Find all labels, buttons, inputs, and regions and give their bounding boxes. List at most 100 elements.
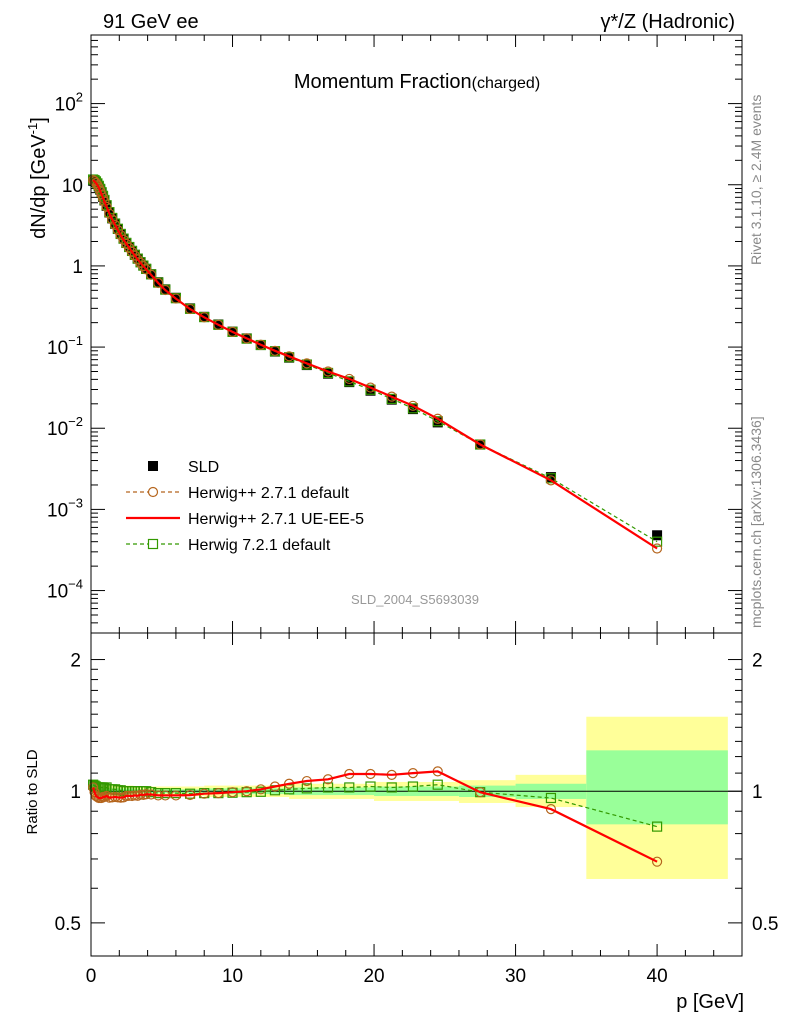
main-series-sld-point <box>432 417 443 428</box>
main-y-tick-label: 10−3 <box>47 495 83 521</box>
main-y-tick-label-exp: −4 <box>68 577 83 592</box>
main-series-sld-point <box>344 377 355 388</box>
main-series-herwig-2-7-1-default-point <box>101 201 112 212</box>
main-y-tick-label-exp: 2 <box>76 90 83 105</box>
chart-title: Momentum Fraction(charged) <box>294 71 540 93</box>
main-series-sld-point <box>323 368 334 379</box>
main-y-tick-label-base: 10 <box>47 582 68 603</box>
main-y-tick-label-base: 10 <box>47 338 68 359</box>
main-series-herwig-2-7-1-default-point <box>386 391 397 402</box>
y-axis-label-main-sup: -1 <box>25 123 40 135</box>
main-series-herwig-2-7-1-default-point <box>107 214 118 225</box>
legend-marker <box>147 538 159 550</box>
y-axis-label-main: dN/dp [GeV-1] <box>25 117 50 239</box>
ratio-plot-frame <box>90 632 743 957</box>
main-series-sld-point <box>407 404 418 415</box>
main-y-tick-label: 10−2 <box>47 414 83 440</box>
main-series-herwig-2-7-1-default-point <box>132 254 143 265</box>
main-y-tick-label-base: 10 <box>47 419 68 440</box>
watermark: SLD_2004_S5693039 <box>351 592 479 607</box>
ratio-y-tick-label-right: 0.5 <box>752 914 778 935</box>
main-series-herwig-2-7-1-default-point <box>475 439 486 450</box>
main-series-herwig-2-7-1-default-point <box>269 345 281 356</box>
legend-item-herwig-2-7-1-default: Herwig++ 2.7.1 default <box>126 485 350 502</box>
main-series-herwig-7-2-1-default-line <box>92 178 658 543</box>
ratio-series-herwig-7-2-1-default-point <box>651 821 663 832</box>
main-series-herwig-2-7-1-default-point <box>170 293 182 304</box>
x-tick-label: 30 <box>505 966 526 987</box>
main-series-sld-point <box>365 385 376 396</box>
main-series-herwig-2-7-1-default-point <box>146 269 157 280</box>
ratio-series-herwig-7-2-1-default-point <box>386 782 397 793</box>
x-axis-label: p [GeV] <box>676 991 744 1013</box>
main-series-herwig-2-7-1-default-point <box>184 303 196 315</box>
ratio-series-herwig-2-7-1-ue-ee-5-line <box>92 770 658 863</box>
main-series-herwig-7-2-1-default-point <box>651 536 663 547</box>
main-series-herwig-2-7-1-default-point <box>545 475 557 486</box>
main-y-tick-label: 10−1 <box>47 333 83 359</box>
x-tick-label: 20 <box>363 966 384 987</box>
header-left: 91 GeV ee <box>103 11 199 33</box>
main-series-herwig-2-7-1-default-point <box>322 366 334 377</box>
y-axis-label-main-end: ] <box>28 117 50 123</box>
main-series-herwig-2-7-1-default-point <box>227 326 238 337</box>
main-series-sld-point <box>386 394 397 405</box>
ratio-plot-series <box>88 766 663 867</box>
header-right: γ*/Z (Hadronic) <box>601 11 735 33</box>
ratio-series-herwig-7-2-1-default-point <box>344 782 355 793</box>
ratio-series-herwig-7-2-1-default-point <box>255 786 266 797</box>
legend-label: SLD <box>188 459 219 476</box>
x-tick-label: 0 <box>86 966 97 987</box>
main-y-tick-label-exp: −1 <box>68 333 83 348</box>
main-series-herwig-2-7-1-default-point <box>138 261 149 272</box>
legend-marker <box>148 461 158 471</box>
band-stat-7 <box>586 750 728 825</box>
main-series-herwig-2-7-1-default-point <box>92 180 103 191</box>
main-series-herwig-2-7-1-default-point <box>135 257 146 268</box>
ratio-series-herwig-7-2-1-default-point <box>407 781 419 792</box>
main-series-herwig-2-7-1-default-point <box>407 400 419 411</box>
main-series-herwig-2-7-1-default-point <box>255 339 266 350</box>
x-tick-label: 10 <box>222 966 243 987</box>
main-y-tick-label-base: 10 <box>47 500 68 521</box>
main-series-herwig-2-7-1-default-point <box>284 351 295 362</box>
legend-item-sld: SLD <box>148 459 219 476</box>
main-series-herwig-2-7-1-ue-ee-5-line <box>92 179 658 550</box>
main-series-herwig-2-7-1-default-point <box>432 413 443 424</box>
main-series-herwig-2-7-1-default-point <box>241 333 252 344</box>
main-series-herwig-2-7-1-default-point <box>651 543 663 554</box>
legend-item-herwig-2-7-1-ue-ee-5: Herwig++ 2.7.1 UE-EE-5 <box>126 511 364 528</box>
ratio-series-herwig-2-7-1-default-point <box>651 856 663 867</box>
chart-title-suffix: (charged) <box>472 75 540 92</box>
main-series-herwig-2-7-1-default-point <box>365 382 376 393</box>
legend: SLD Herwig++ 2.7.1 default Herwig++ 2.7.1 … <box>126 459 364 554</box>
main-series-sld-point <box>652 530 663 541</box>
main-y-tick-label-base: 10 <box>55 95 76 116</box>
y-axis-label-ratio: Ratio to SLD <box>24 749 41 834</box>
chart-title-main: Momentum Fraction <box>294 71 472 93</box>
ratio-series-herwig-7-2-1-default-point <box>545 792 557 804</box>
ratio-series-herwig-7-2-1-default-point <box>365 781 376 792</box>
main-series-herwig-2-7-1-default-point <box>99 196 110 207</box>
ratio-y-tick-label-right: 1 <box>752 782 763 803</box>
main-series-herwig-2-7-1-default-point <box>112 225 123 236</box>
main-series-herwig-2-7-1-default-point <box>104 208 115 219</box>
main-y-tick-label: 102 <box>55 90 83 116</box>
main-y-tick-label-exp: −2 <box>68 414 83 429</box>
legend-item-herwig-7-2-1-default: Herwig 7.2.1 default <box>126 537 331 554</box>
main-series-herwig-2-7-1-default-point <box>160 284 171 296</box>
legend-label: Herwig++ 2.7.1 UE-EE-5 <box>188 511 364 528</box>
main-y-tick-label: 10 <box>62 176 83 197</box>
ratio-series-herwig-7-2-1-default-point <box>432 779 443 790</box>
ratio-y-tick-label-right: 2 <box>752 651 763 672</box>
main-series-herwig-2-7-1-default-point <box>344 373 355 385</box>
side-label-mcplots: mcplots.cern.ch [arXiv:1306.3436] <box>748 416 764 628</box>
main-y-tick-label: 1 <box>72 257 83 278</box>
main-series-herwig-2-7-1-default-point <box>109 219 121 231</box>
ratio-series-herwig-7-2-1-default-line <box>92 784 658 828</box>
main-plot-series <box>88 174 663 554</box>
main-series-herwig-2-7-1-default-point <box>153 277 164 289</box>
ratio-y-tick-label: 0.5 <box>55 914 81 935</box>
